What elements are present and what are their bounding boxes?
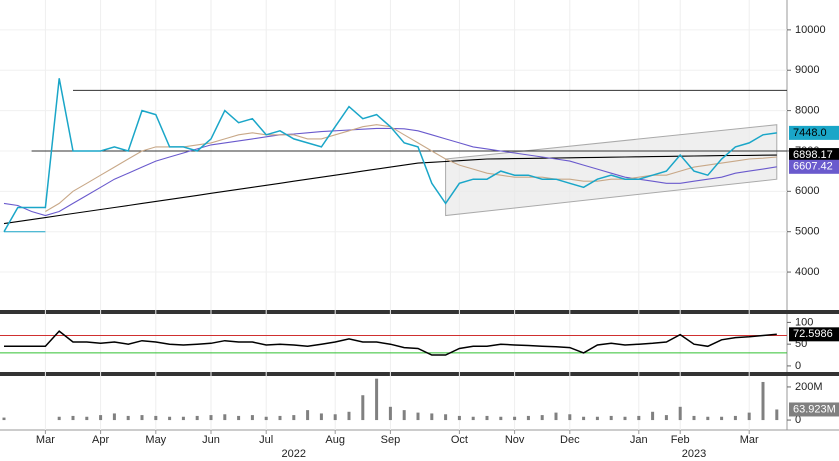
month-label: Mar: [36, 434, 55, 446]
month-label: Feb: [671, 434, 690, 446]
volume-bar: [664, 415, 668, 421]
last-value-box: [789, 159, 839, 174]
last-value-label: 6898.17: [793, 149, 833, 161]
last-value-label: 7448.0: [793, 127, 827, 139]
volume-bar: [57, 416, 61, 421]
series-line: [3, 78, 777, 233]
y-tick-label: 200M: [795, 381, 823, 393]
y-tick-label: 100: [795, 316, 813, 328]
volume-bar: [595, 416, 599, 421]
volume-bar: [361, 395, 365, 421]
volume-bar: [582, 416, 586, 421]
volume-bar: [747, 412, 751, 421]
volume-bar: [568, 414, 572, 421]
panel-separator[interactable]: [0, 310, 839, 314]
volume-bar: [223, 414, 227, 421]
year-label: 2022: [282, 448, 306, 460]
y-tick-label: 6000: [795, 185, 819, 197]
volume-bar: [85, 416, 89, 421]
y-tick-label: 10000: [795, 24, 826, 36]
volume-bar: [319, 413, 323, 421]
series-line: [3, 127, 777, 217]
month-label: Mar: [740, 434, 759, 446]
volume-bar: [112, 413, 116, 421]
volume-bar: [692, 415, 696, 421]
volume-bar: [388, 406, 392, 421]
volume-bar: [126, 415, 130, 421]
series-line: [3, 154, 777, 225]
last-value-box: [789, 402, 839, 417]
last-value-label: 63.923M: [793, 403, 836, 415]
volume-bar: [471, 416, 475, 421]
month-label: Oct: [451, 434, 468, 446]
volume-bar: [402, 410, 406, 421]
volume-bar: [333, 414, 337, 421]
last-value-box: [789, 148, 839, 163]
month-label: Apr: [92, 434, 109, 446]
last-value-box: [789, 327, 839, 342]
volume-bar: [250, 415, 254, 421]
volume-bar: [430, 413, 434, 421]
volume-bar: [292, 415, 296, 421]
volume-bar: [264, 416, 268, 421]
volume-bar: [347, 411, 351, 421]
volume-bar: [526, 415, 530, 421]
volume-bar: [775, 409, 779, 421]
month-label: Dec: [560, 434, 580, 446]
volume-bar: [416, 412, 420, 421]
month-label: Nov: [505, 434, 525, 446]
volume-bar: [306, 410, 310, 421]
month-label: Jan: [630, 434, 648, 446]
volume-bar: [140, 415, 144, 421]
year-label: 2023: [682, 448, 706, 460]
month-label: Jun: [202, 434, 220, 446]
volume-bar: [237, 415, 241, 421]
volume-bar: [485, 415, 489, 421]
y-tick-label: 8000: [795, 105, 819, 117]
volume-bar: [195, 415, 199, 421]
volume-bar: [168, 416, 172, 421]
volume-bar: [651, 411, 655, 421]
volume-bar: [733, 415, 737, 421]
volume-bar: [706, 416, 710, 421]
volume-bar: [678, 406, 682, 421]
y-tick-label: 0: [795, 414, 801, 426]
volume-bar: [181, 416, 185, 421]
volume-bar: [375, 378, 379, 421]
y-tick-label: 5000: [795, 226, 819, 238]
last-value-label: 6607.42: [793, 161, 833, 173]
volume-bar: [444, 414, 448, 421]
last-value-box: [789, 125, 839, 140]
y-tick-label: 4000: [795, 266, 819, 278]
volume-bar: [2, 417, 6, 421]
month-label: Aug: [325, 434, 345, 446]
volume-bar: [609, 415, 613, 421]
month-label: Jul: [259, 434, 273, 446]
volume-bar: [154, 415, 158, 421]
month-label: May: [145, 434, 166, 446]
y-tick-label: 0: [795, 360, 801, 372]
volume-bar: [457, 415, 461, 421]
volume-bar: [761, 381, 765, 421]
volume-bar: [278, 415, 282, 421]
month-label: Sep: [381, 434, 401, 446]
volume-bar: [720, 416, 724, 421]
volume-bar: [71, 415, 75, 421]
volume-bar: [99, 415, 103, 421]
channel: [445, 124, 778, 217]
series-line: [4, 330, 777, 356]
volume-bar: [637, 415, 641, 421]
volume-bar: [499, 416, 503, 421]
y-tick-label: 9000: [795, 64, 819, 76]
last-value-label: 72.5986: [793, 328, 833, 340]
volume-bar: [513, 416, 517, 421]
volume-bar: [209, 415, 213, 421]
volume-bar: [554, 412, 558, 421]
panel-separator[interactable]: [0, 372, 839, 376]
volume-bar: [540, 415, 544, 421]
volume-bar: [623, 416, 627, 421]
